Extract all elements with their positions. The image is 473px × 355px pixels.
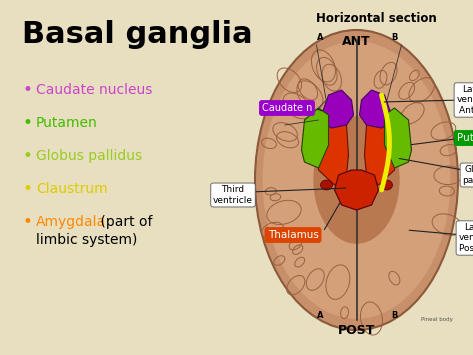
Text: (part of: (part of [96, 215, 152, 229]
Text: Putamen: Putamen [457, 133, 473, 143]
Polygon shape [334, 170, 378, 210]
Text: Putamen: Putamen [36, 116, 98, 130]
Text: B: B [392, 33, 398, 42]
Text: •: • [22, 180, 32, 198]
Text: Amygdala: Amygdala [36, 215, 106, 229]
Ellipse shape [314, 116, 400, 244]
Text: B: B [392, 311, 398, 320]
Text: Basal ganglia: Basal ganglia [22, 20, 253, 49]
Text: Thalamus: Thalamus [268, 230, 318, 240]
Polygon shape [316, 105, 349, 185]
Text: Caudate nucleus: Caudate nucleus [36, 83, 152, 97]
Text: limbic system): limbic system) [36, 233, 137, 247]
Text: A: A [316, 311, 323, 320]
Text: Globus pallidus: Globus pallidus [36, 149, 142, 163]
Text: Caudate n: Caudate n [262, 103, 312, 113]
Text: Globus
pallidus: Globus pallidus [463, 165, 473, 185]
Text: POST: POST [338, 324, 375, 337]
Text: Lateral
ventricle-
Ant horn: Lateral ventricle- Ant horn [456, 85, 473, 115]
Text: •: • [22, 213, 32, 231]
Ellipse shape [263, 41, 450, 319]
Ellipse shape [255, 30, 458, 330]
Ellipse shape [321, 180, 333, 190]
Text: A: A [316, 33, 323, 42]
Polygon shape [322, 90, 353, 128]
Text: ANT: ANT [342, 35, 371, 48]
Polygon shape [385, 108, 412, 168]
Text: •: • [22, 81, 32, 99]
Text: •: • [22, 114, 32, 132]
Text: •: • [22, 147, 32, 165]
Polygon shape [359, 90, 392, 128]
Polygon shape [301, 108, 329, 168]
Polygon shape [365, 105, 396, 185]
Text: Claustrum: Claustrum [36, 182, 108, 196]
Text: Horizontal section: Horizontal section [316, 12, 437, 25]
Text: Pineal body: Pineal body [421, 317, 453, 322]
Text: Third
ventricle: Third ventricle [213, 185, 253, 205]
Text: Lateral
ventricle-
Post horn: Lateral ventricle- Post horn [458, 223, 473, 253]
Ellipse shape [380, 180, 393, 190]
